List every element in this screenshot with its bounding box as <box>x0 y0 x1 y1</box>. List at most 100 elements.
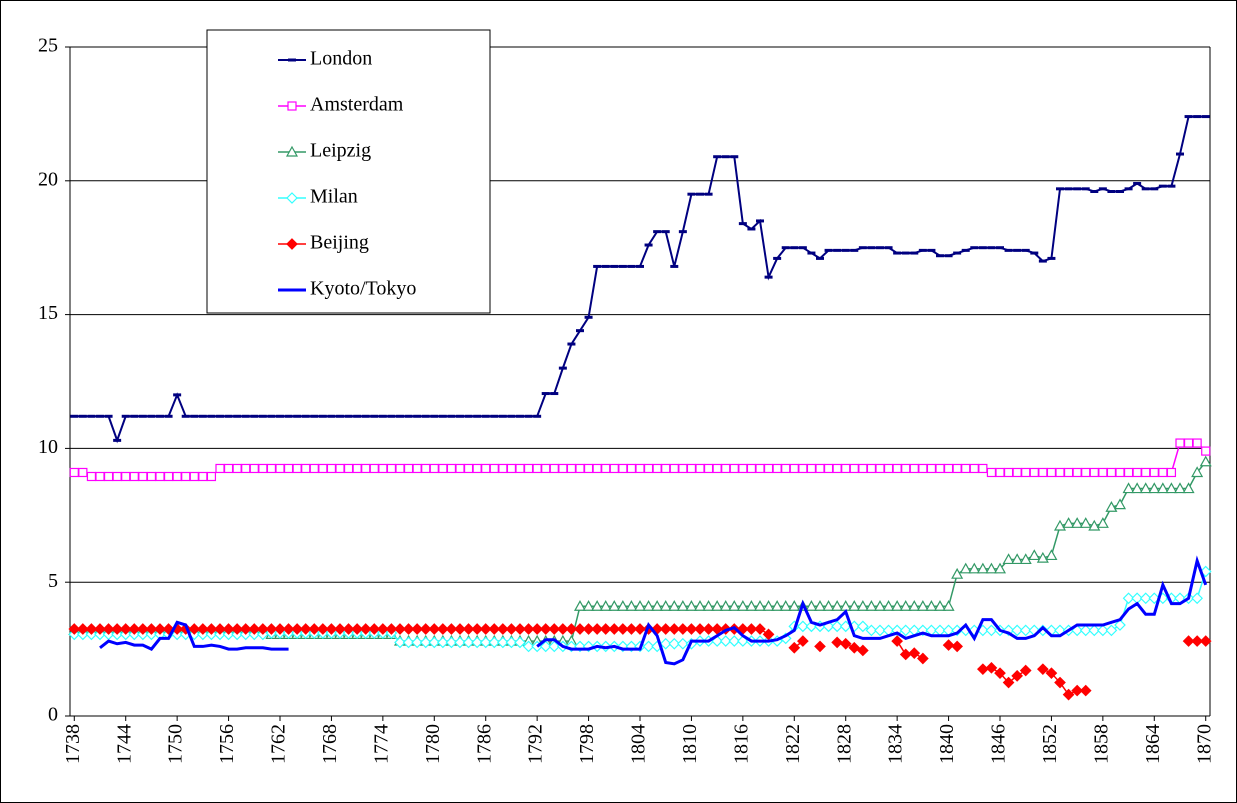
marker <box>335 463 345 474</box>
marker <box>1131 482 1144 494</box>
marker <box>831 636 843 649</box>
marker <box>755 463 765 474</box>
marker <box>711 600 724 611</box>
marker <box>119 623 132 635</box>
marker <box>429 463 439 474</box>
marker <box>539 623 552 635</box>
marker <box>215 463 225 474</box>
marker <box>719 600 732 611</box>
marker <box>618 463 628 474</box>
marker <box>892 463 902 474</box>
marker <box>635 463 645 474</box>
marker <box>325 623 338 635</box>
marker <box>909 463 919 474</box>
marker <box>146 471 157 482</box>
marker <box>299 623 312 635</box>
marker <box>994 667 1006 680</box>
x-tick-label: 1840 <box>936 724 958 764</box>
marker <box>1166 467 1177 478</box>
marker <box>738 463 748 474</box>
marker <box>617 623 629 635</box>
marker <box>352 463 362 474</box>
marker <box>935 463 945 474</box>
marker <box>857 620 869 633</box>
marker <box>661 463 671 474</box>
marker <box>214 623 226 635</box>
marker <box>1123 467 1134 478</box>
marker <box>522 623 535 635</box>
marker <box>102 623 115 635</box>
x-tick-label: 1792 <box>525 724 547 764</box>
marker <box>676 600 689 611</box>
marker <box>239 623 252 635</box>
marker <box>172 471 182 482</box>
marker <box>1201 446 1211 456</box>
marker <box>283 463 294 474</box>
marker <box>361 463 371 474</box>
marker <box>394 636 406 649</box>
marker <box>712 463 722 474</box>
marker <box>625 623 638 635</box>
marker <box>772 463 782 474</box>
marker <box>883 463 894 474</box>
marker <box>112 471 122 482</box>
marker <box>505 636 518 649</box>
y-tick-label: 15 <box>38 302 58 324</box>
marker <box>69 467 79 478</box>
marker <box>471 623 483 635</box>
marker <box>1038 467 1048 478</box>
marker <box>129 471 139 482</box>
marker <box>659 637 672 650</box>
marker <box>541 463 551 474</box>
marker <box>599 623 612 635</box>
marker <box>497 636 509 649</box>
x-tick-label: 1870 <box>1193 724 1215 764</box>
series-line <box>99 555 1208 666</box>
marker <box>832 463 842 474</box>
marker <box>918 463 928 474</box>
marker <box>582 600 595 611</box>
marker <box>779 600 792 611</box>
marker <box>668 600 681 611</box>
marker <box>995 467 1005 478</box>
marker <box>498 463 508 474</box>
marker <box>95 471 105 482</box>
marker <box>575 463 585 474</box>
marker <box>1183 438 1194 448</box>
marker <box>1122 482 1135 494</box>
legend-label: London <box>310 48 372 70</box>
marker <box>719 635 732 647</box>
x-tick-label: 1858 <box>1090 724 1112 764</box>
marker <box>77 623 89 635</box>
x-tick-label: 1738 <box>62 724 84 764</box>
marker <box>985 661 998 674</box>
marker <box>557 623 569 635</box>
marker <box>1122 592 1135 605</box>
marker <box>736 600 749 611</box>
marker <box>882 600 895 611</box>
marker <box>454 623 466 635</box>
marker <box>163 471 174 482</box>
marker <box>342 623 355 635</box>
x-tick-label: 1762 <box>268 724 290 764</box>
marker <box>899 624 912 637</box>
marker <box>1054 676 1066 689</box>
marker <box>377 623 389 635</box>
marker <box>515 463 525 474</box>
marker <box>1019 553 1032 565</box>
marker <box>128 623 141 635</box>
marker <box>652 463 662 474</box>
marker <box>695 463 705 474</box>
marker <box>78 467 88 478</box>
marker <box>198 471 208 482</box>
legend-label: Leipzig <box>310 140 371 162</box>
marker <box>241 463 251 474</box>
marker <box>1139 592 1152 605</box>
x-tick-label: 1864 <box>1142 724 1164 764</box>
marker <box>728 635 741 647</box>
marker <box>1071 517 1084 528</box>
marker <box>908 647 921 659</box>
x-tick-label: 1768 <box>319 724 341 764</box>
marker <box>472 463 482 474</box>
marker <box>1132 467 1142 478</box>
